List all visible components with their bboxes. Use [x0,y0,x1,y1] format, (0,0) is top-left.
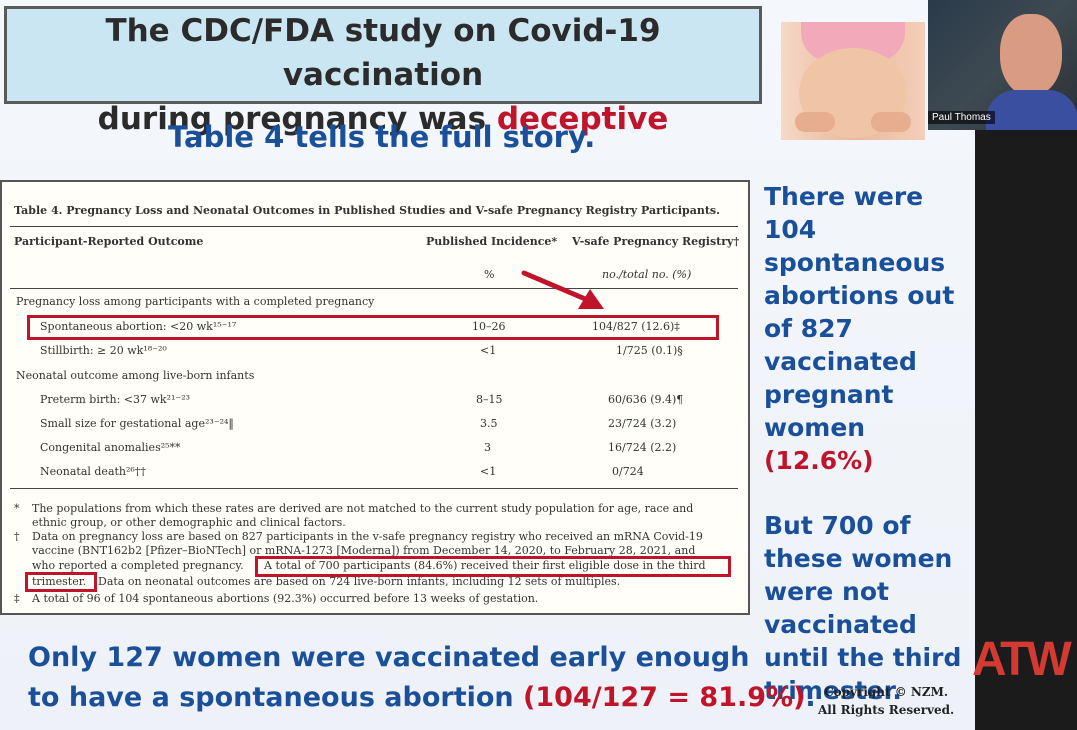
copyright-line-2: All Rights Reserved. [818,703,955,717]
footnote-dagger-line4-highlight: trimester. [32,575,87,588]
footnote-dagger-mark: † [14,530,20,543]
row-pub-small-size: 3.5 [480,417,498,430]
webcam-video-tile: Paul Thomas [928,0,1077,130]
copyright-line-1: Copyright © NZM. [824,685,949,699]
right-line-5: vaccinated [764,347,917,376]
right-line-2: spontaneous [764,248,946,277]
slide: The CDC/FDA study on Covid-19 vaccinatio… [0,0,975,730]
row-vsafe-stillbirth: 1/725 (0.1)§ [616,344,683,357]
unit-vsafe: no./total no. (%) [602,268,692,281]
footnote-star-mark: * [14,502,20,515]
right-line-7-percent: (12.6%) [764,446,874,475]
right-line-7-text: women [764,413,866,442]
atw-logo: ATW [972,633,1072,686]
table-rule-header [10,288,738,289]
bottom-line-2-text: to have a spontaneous abortion [28,682,524,713]
row-vsafe-spontaneous-abortion: 104/827 (12.6)‡ [592,320,680,333]
title-box: The CDC/FDA study on Covid-19 vaccinatio… [4,6,762,137]
bottom-line-2: to have a spontaneous abortion (104/127 … [28,678,816,718]
right-line-11: vaccinated [764,610,917,639]
row-label-small-size: Small size for gestational age²³⁻²⁴‖ [40,417,234,430]
webcam-name-label: Paul Thomas [928,111,995,124]
highlight-700-participants [255,556,731,577]
row-vsafe-congenital-anomalies: 16/724 (2.2) [608,441,677,454]
slide-subtitle: Table 4 tells the full story. [168,120,596,154]
right-hand-shape [871,112,911,132]
left-hand-shape [795,112,835,132]
row-pub-spontaneous-abortion: 10–26 [472,320,506,333]
table-rule-top [10,226,738,227]
row-label-congenital-anomalies: Congenital anomalies²⁵** [40,441,181,454]
highlight-spontaneous-abortion-row [27,315,719,340]
slide-title-line2-text: during pregnancy was [97,101,497,137]
table-title: Table 4. Pregnancy Loss and Neonatal Out… [14,204,720,217]
row-pub-preterm-birth: 8–15 [476,393,503,406]
bottom-line-1: Only 127 women were vaccinated early eno… [28,642,750,673]
section-neonatal-outcome: Neonatal outcome among live-born infants [16,369,255,382]
col-header-vsafe: V-safe Pregnancy Registry† [572,235,740,248]
footnote-dagger-line3-pre: who reported a completed pregnancy. [32,559,244,572]
copyright-notice: Copyright © NZM. All Rights Reserved. [818,683,954,719]
footnote-dagger-line4-rest: Data on neonatal outcomes are based on 7… [98,575,621,588]
table-rule-bottom [10,488,738,489]
footnote-dagger-line3-highlight: A total of 700 participants (84.6%) rece… [264,559,706,572]
bottom-line-2-end: . [805,682,816,713]
footnote-star-line1: The populations from which these rates a… [32,502,694,515]
bottom-conclusion: Only 127 women were vaccinated early eno… [28,638,816,718]
pregnant-belly-photo [781,22,925,140]
presenter-shirt [986,90,1077,130]
row-vsafe-neonatal-death: 0/724 [612,465,644,478]
right-line-8: But 700 of [764,511,911,540]
right-line-9: these women [764,544,953,573]
col-header-outcome: Participant-Reported Outcome [14,235,204,248]
footnote-ddagger-mark: ‡ [14,592,20,605]
row-pub-stillbirth: <1 [480,344,497,357]
red-arrow-icon [521,270,604,309]
right-line-6: pregnant [764,380,894,409]
row-label-stillbirth: Stillbirth: ≥ 20 wk¹⁸⁻²⁰ [40,344,167,357]
right-commentary: There were 104 spontaneous abortions out… [764,180,969,707]
row-pub-neonatal-death: <1 [480,465,497,478]
right-gap [764,477,969,509]
footnote-ddagger: A total of 96 of 104 spontaneous abortio… [32,592,539,605]
row-label-neonatal-death: Neonatal death²⁶†† [40,465,146,478]
unit-published: % [484,268,495,281]
presenter-face [1000,14,1062,96]
highlight-trimester [25,572,97,592]
footnote-dagger-line1: Data on pregnancy loss are based on 827 … [32,530,703,543]
col-header-published: Published Incidence* [426,235,558,248]
footnote-dagger-line2: vaccine (BNT162b2 [Pfizer–BioNTech] or m… [32,544,696,557]
right-line-3: abortions out [764,281,955,310]
row-label-spontaneous-abortion: Spontaneous abortion: <20 wk¹⁵⁻¹⁷ [40,320,237,333]
section-pregnancy-loss: Pregnancy loss among participants with a… [16,295,375,308]
bottom-line-2-ratio: (104/127 = 81.9%) [523,682,806,713]
row-vsafe-preterm-birth: 60/636 (9.4)¶ [608,393,684,406]
right-line-13: trimester. [764,676,902,705]
slide-title-emphasis: deceptive [496,101,669,137]
table-4-card: Table 4. Pregnancy Loss and Neonatal Out… [0,180,750,615]
footnote-star-line2: ethnic group, or other demographic and c… [32,516,346,529]
row-vsafe-small-size: 23/724 (3.2) [608,417,677,430]
slide-title-line1: The CDC/FDA study on Covid-19 vaccinatio… [105,13,661,93]
right-line-1: There were 104 [764,182,924,244]
row-pub-congenital-anomalies: 3 [484,441,491,454]
right-line-10: were not [764,577,889,606]
row-label-preterm-birth: Preterm birth: <37 wk²¹⁻²³ [40,393,191,406]
right-line-12: until the third [764,643,962,672]
right-line-7: women (12.6%) [764,411,969,477]
right-line-4: of 827 [764,314,853,343]
slide-title-line2: during pregnancy was deceptive [7,97,759,141]
